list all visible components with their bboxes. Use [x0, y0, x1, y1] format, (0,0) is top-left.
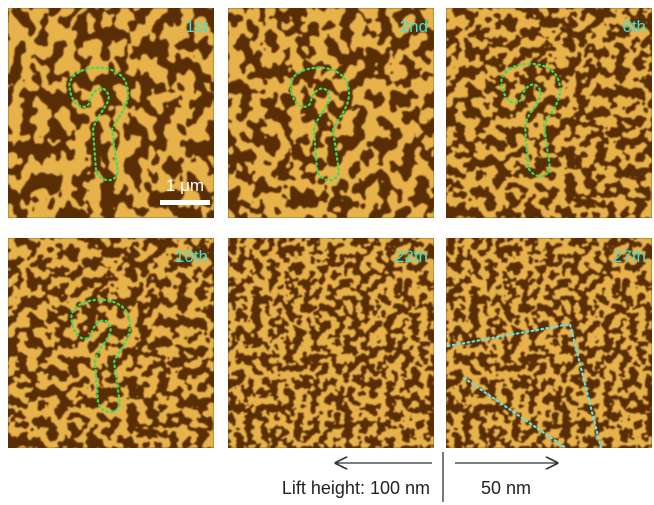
image-panel: 6th [446, 8, 652, 218]
lift-height-left: Lift height: 100 nm [282, 478, 430, 498]
domain-texture [8, 238, 214, 448]
image-panel: 22th [228, 238, 434, 448]
scale-bar-label: 1 μm [166, 176, 204, 195]
domain-texture [228, 8, 434, 218]
scale-bar-line [160, 200, 210, 205]
domain-texture [228, 238, 434, 448]
panel-label: 1st [185, 17, 208, 36]
scale-bar: 1 μm [160, 176, 210, 205]
panels: 1st 2nd 6th 10th 22th 27th [8, 8, 652, 452]
panel-label: 22th [395, 247, 428, 266]
lift-height-right: 50 nm [481, 478, 531, 498]
panel-label: 2nd [400, 17, 428, 36]
panel-label: 6th [622, 17, 646, 36]
image-panel: 10th [8, 238, 214, 448]
image-panel: 2nd [228, 8, 434, 218]
domain-texture [446, 238, 652, 448]
panel-label: 10th [175, 247, 208, 266]
figure: 1st 2nd 6th 10th 22th 27th 1 μm Lift height: … [0, 0, 654, 505]
image-panel: 27th [446, 238, 652, 452]
domain-texture [446, 8, 652, 218]
panel-label: 27th [613, 247, 646, 266]
